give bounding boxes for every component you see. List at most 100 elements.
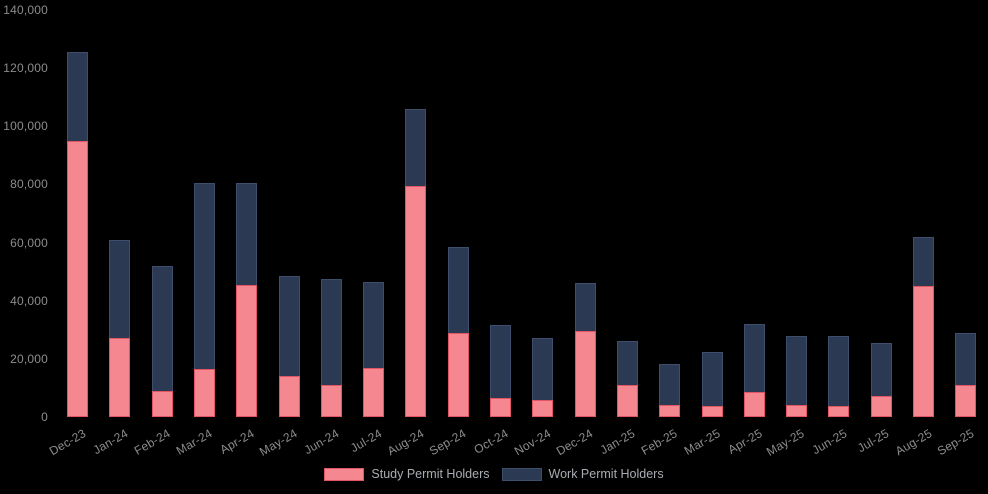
study-permit-bar-segment[interactable]: [870, 396, 892, 417]
study-permit-bar-segment[interactable]: [828, 405, 850, 417]
work-permit-bar-segment[interactable]: [955, 333, 977, 385]
x-tick-label: Jun-24: [301, 426, 342, 458]
y-tick-label: 120,000: [3, 61, 48, 76]
study-permit-bar-segment[interactable]: [405, 185, 427, 417]
legend-label: Work Permit Holders: [548, 467, 664, 481]
x-tick-label: Jan-25: [598, 426, 638, 458]
work-permit-bar-segment[interactable]: [786, 335, 808, 405]
bar-group-jun-25: [828, 335, 850, 417]
work-permit-bar-segment[interactable]: [67, 52, 88, 141]
work-permit-bar-segment[interactable]: [193, 182, 215, 370]
y-tick-label: 140,000: [3, 3, 48, 17]
x-tick-label: Oct-24: [471, 426, 511, 457]
bar-group-apr-24: [236, 182, 258, 417]
work-permit-bar-segment[interactable]: [828, 335, 850, 406]
y-tick-label: 20,000: [10, 351, 48, 366]
x-tick-label: Apr-24: [217, 426, 258, 457]
bar-group-apr-25: [743, 323, 765, 417]
study-permit-bar-segment[interactable]: [701, 406, 723, 417]
study-permit-bar-segment[interactable]: [109, 338, 131, 417]
bar-group-feb-24: [151, 265, 173, 417]
x-tick-label: Jul-24: [347, 426, 385, 456]
x-tick-label: May-25: [764, 426, 808, 459]
work-permit-bar-segment[interactable]: [574, 282, 596, 331]
study-permit-bar-segment[interactable]: [659, 405, 681, 417]
bar-group-jan-24: [109, 239, 131, 417]
x-tick-label: Sep-24: [427, 426, 469, 459]
x-tick-label: Jun-25: [809, 426, 850, 458]
bar-group-aug-24: [405, 108, 427, 417]
study-permit-bar-segment[interactable]: [236, 284, 258, 417]
y-tick-label: 60,000: [10, 235, 48, 250]
work-permit-bar-segment[interactable]: [616, 341, 638, 385]
work-permit-bar-segment[interactable]: [151, 265, 173, 391]
x-tick-label: Sep-25: [934, 426, 977, 459]
bar-group-jun-24: [320, 278, 342, 417]
bar-group-may-25: [786, 335, 808, 417]
bar-group-dec-24: [574, 282, 596, 417]
y-tick-label: 100,000: [3, 119, 48, 134]
study-permit-bar-segment[interactable]: [363, 367, 385, 417]
work-permit-bar-segment[interactable]: [109, 239, 131, 339]
study-permit-bar-segment[interactable]: [955, 385, 977, 417]
bar-group-dec-23: [67, 52, 88, 417]
x-tick-label: Feb-25: [639, 426, 681, 458]
y-tick-label: 40,000: [10, 293, 48, 308]
study-permit-bar-segment[interactable]: [447, 332, 469, 417]
work-permit-bar-segment[interactable]: [236, 182, 258, 285]
study-permit-bar-segment[interactable]: [743, 392, 765, 417]
study-permit-bar-segment[interactable]: [913, 286, 934, 417]
study-permit-bar-segment[interactable]: [67, 140, 88, 417]
bar-group-nov-24: [532, 337, 554, 417]
legend-item-work-permit-holders[interactable]: Work Permit Holders: [501, 467, 664, 481]
work-permit-bar-segment[interactable]: [278, 276, 300, 377]
y-tick-label: 80,000: [10, 177, 48, 192]
bar-group-sep-25: [955, 333, 977, 417]
x-tick-label: Jan-24: [90, 426, 131, 458]
work-permit-bar-segment[interactable]: [320, 278, 342, 386]
legend-swatch: [324, 467, 365, 481]
bar-group-jul-24: [363, 281, 385, 417]
x-tick-label: Aug-25: [892, 426, 934, 459]
study-permit-bar-segment[interactable]: [490, 398, 511, 417]
legend-item-study-permit-holders[interactable]: Study Permit Holders: [324, 467, 490, 481]
work-permit-bar-segment[interactable]: [490, 325, 511, 399]
work-permit-bar-segment[interactable]: [405, 108, 427, 186]
x-tick-label: Nov-24: [511, 426, 554, 459]
study-permit-bar-segment[interactable]: [320, 385, 342, 417]
x-tick-label: Mar-25: [681, 426, 723, 458]
study-permit-bar-segment[interactable]: [193, 369, 215, 417]
work-permit-bar-segment[interactable]: [913, 236, 934, 287]
bar-group-may-24: [278, 276, 300, 417]
x-tick-label: Aug-24: [384, 426, 427, 459]
study-permit-bar-segment[interactable]: [616, 385, 638, 417]
x-tick-label: Feb-24: [131, 426, 173, 458]
x-tick-label: May-24: [256, 426, 300, 459]
bar-group-oct-24: [490, 325, 511, 417]
chart-legend: Study Permit Holders Work Permit Holders: [0, 467, 988, 481]
bar-group-mar-24: [193, 182, 215, 417]
study-permit-bar-segment[interactable]: [278, 376, 300, 417]
work-permit-bar-segment[interactable]: [743, 323, 765, 393]
study-permit-bar-segment[interactable]: [574, 330, 596, 417]
bar-group-mar-25: [701, 352, 723, 417]
work-permit-bar-segment[interactable]: [659, 363, 681, 406]
work-permit-bar-segment[interactable]: [701, 352, 723, 407]
x-tick-label: Jul-25: [855, 426, 892, 456]
work-permit-bar-segment[interactable]: [447, 246, 469, 333]
legend-label: Study Permit Holders: [371, 467, 490, 481]
work-permit-bar-segment[interactable]: [532, 337, 554, 400]
study-permit-bar-segment[interactable]: [532, 399, 554, 417]
work-permit-bar-segment[interactable]: [870, 343, 892, 397]
x-tick-label: Mar-24: [173, 426, 215, 458]
study-permit-bar-segment[interactable]: [786, 404, 808, 417]
work-permit-bar-segment[interactable]: [363, 281, 385, 368]
x-tick-label: Dec-24: [554, 426, 596, 459]
x-tick-label: Apr-25: [725, 426, 765, 457]
bar-group-feb-25: [659, 363, 681, 417]
study-permit-bar-segment[interactable]: [151, 390, 173, 417]
bar-group-sep-24: [447, 246, 469, 417]
bar-group-aug-25: [913, 236, 934, 417]
bar-group-jul-25: [870, 343, 892, 417]
